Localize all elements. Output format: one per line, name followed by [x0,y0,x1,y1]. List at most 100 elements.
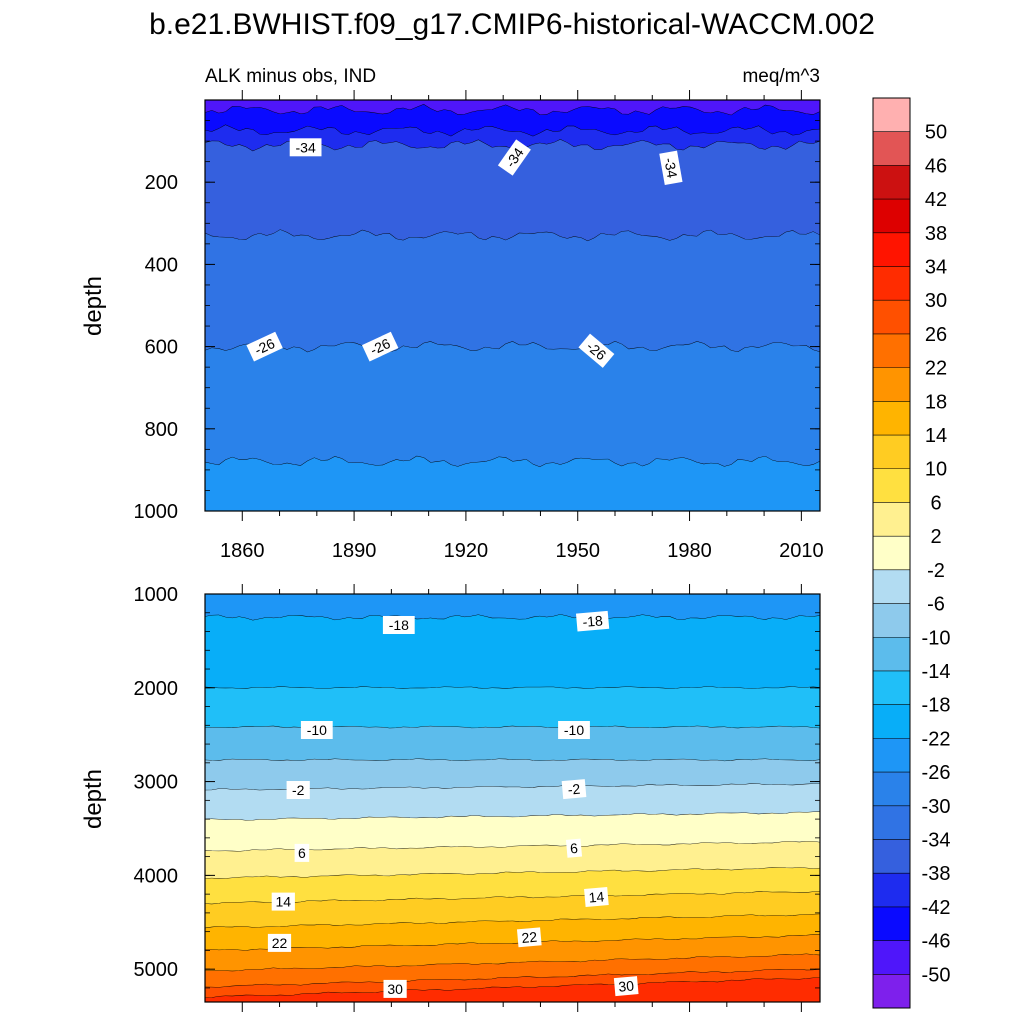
contour-label-box [246,331,283,362]
contour-band [205,934,820,972]
contour-label-text: -2 [292,782,305,798]
y-tick-label: 5000 [134,959,179,981]
contour-band [205,978,820,1002]
colorbar-label: -10 [922,627,951,649]
contour-label-box [565,838,583,858]
colorbar-swatch [873,266,910,301]
y-tick-label: 600 [145,337,178,359]
colorbar-swatch [873,435,910,470]
colorbar-swatch [873,468,910,503]
contour-label-box [383,979,407,998]
colorbar-label: 34 [925,257,947,279]
top-panel-variable-label: ALK minus obs, IND [205,66,376,87]
colorbar-label: 14 [925,425,947,447]
colorbar-swatch [873,670,910,705]
contour-label-text: 6 [569,840,578,857]
y-tick-label: 2000 [134,678,179,700]
colorbar: 50 46 42 38 34 30 26 22 18 14 10 6 2 -2 -6 -10 -14 -18 -22… [872,97,951,1009]
colorbar-swatch [873,772,910,807]
y-tick-label: 400 [145,254,178,276]
contour-label: -2 [561,779,587,800]
colorbar-swatch [873,839,910,874]
colorbar-swatch [873,974,910,1009]
contour-label: 14 [584,887,609,907]
bottom-contour-panel: 1000 2000 3000 4000 5000 -18 -18 -10 -10 -2 -2 6 6 14… [134,584,821,1012]
contour-band [205,341,820,467]
contour-band [205,914,820,951]
colorbar-swatch [873,637,910,672]
contour-label: -10 [558,721,590,739]
contour-band [205,867,820,905]
colorbar-swatch [873,98,910,132]
contour-label-text: -26 [368,335,393,358]
contour-label: -18 [382,616,415,634]
colorbar-label: -42 [922,897,951,919]
contour-label-text: 22 [521,929,538,946]
contour-label-box [659,150,683,186]
contour-band [205,811,820,852]
contour-label-text: -34 [295,139,315,155]
contour-band [205,456,820,511]
contour-label-box [294,843,310,862]
colorbar-label: -18 [922,695,951,717]
contour-label: -34 [289,138,322,157]
contour-label-box [289,138,322,157]
x-tick-label: 1950 [555,540,600,562]
contour-label-text: -2 [567,781,581,798]
colorbar-label: -14 [922,661,951,683]
colorbar-frame [872,97,911,1009]
contour-label-box [516,927,542,948]
contour-label-text: 22 [272,935,288,951]
top-contour-panel: 200 400 600 800 1000 1860 1890 1920 1950 1980 2010… [134,90,824,562]
colorbar-label: -34 [922,830,951,852]
colorbar-label: 46 [925,155,947,177]
figure-title: b.e21.BWHIST.f09_g17.CMIP6-historical-WA… [149,8,875,41]
colorbar-label: -30 [922,796,951,818]
contour-band [205,891,820,929]
y-tick-label: 800 [145,419,178,441]
contour-band [205,758,820,791]
colorbar-label: 50 [925,122,947,144]
contour-label-text: -34 [661,156,680,179]
colorbar-label: 18 [925,391,947,413]
colorbar-swatch [873,333,910,368]
x-tick-label: 1920 [444,540,489,562]
contour-band [205,841,820,879]
x-tick-label: 2010 [779,540,824,562]
bottom-y-axis-label: depth [80,769,107,829]
colorbar-swatch [873,199,910,234]
contour-label-box [497,139,531,176]
contour-band [205,104,820,137]
contour-band [205,726,820,762]
contour-label: 6 [565,838,583,858]
contour-band [205,783,820,821]
contour-label-text: 14 [276,894,292,910]
contour-band [205,614,820,689]
contour-label-box [558,721,590,739]
contour-label: 14 [271,892,295,911]
colorbar-label: 6 [930,492,941,514]
contour-label: 22 [516,927,542,948]
contour-label-text: -26 [252,335,277,358]
colorbar-label: -2 [927,560,945,582]
y-tick-label: 1000 [134,501,179,523]
colorbar-label: -22 [922,728,951,750]
colorbar-label: 30 [925,290,947,312]
contour-label-box [382,616,415,634]
colorbar-swatch [873,401,910,436]
colorbar-label: -50 [922,964,951,986]
colorbar-label: -38 [922,863,951,885]
colorbar-swatch [873,940,910,975]
contour-label: -10 [300,721,333,739]
x-tick-label: 1860 [220,540,265,562]
contour-label-text: 14 [588,888,605,905]
contour-label-text: -10 [564,722,584,738]
colorbar-label: 38 [925,223,947,245]
colorbar-swatch [873,536,910,571]
contour-label: 30 [613,976,639,997]
plot-frame [204,593,821,1003]
x-tick-label: 1980 [667,540,712,562]
contour-label: 22 [267,933,292,952]
colorbar-swatch [873,569,910,604]
